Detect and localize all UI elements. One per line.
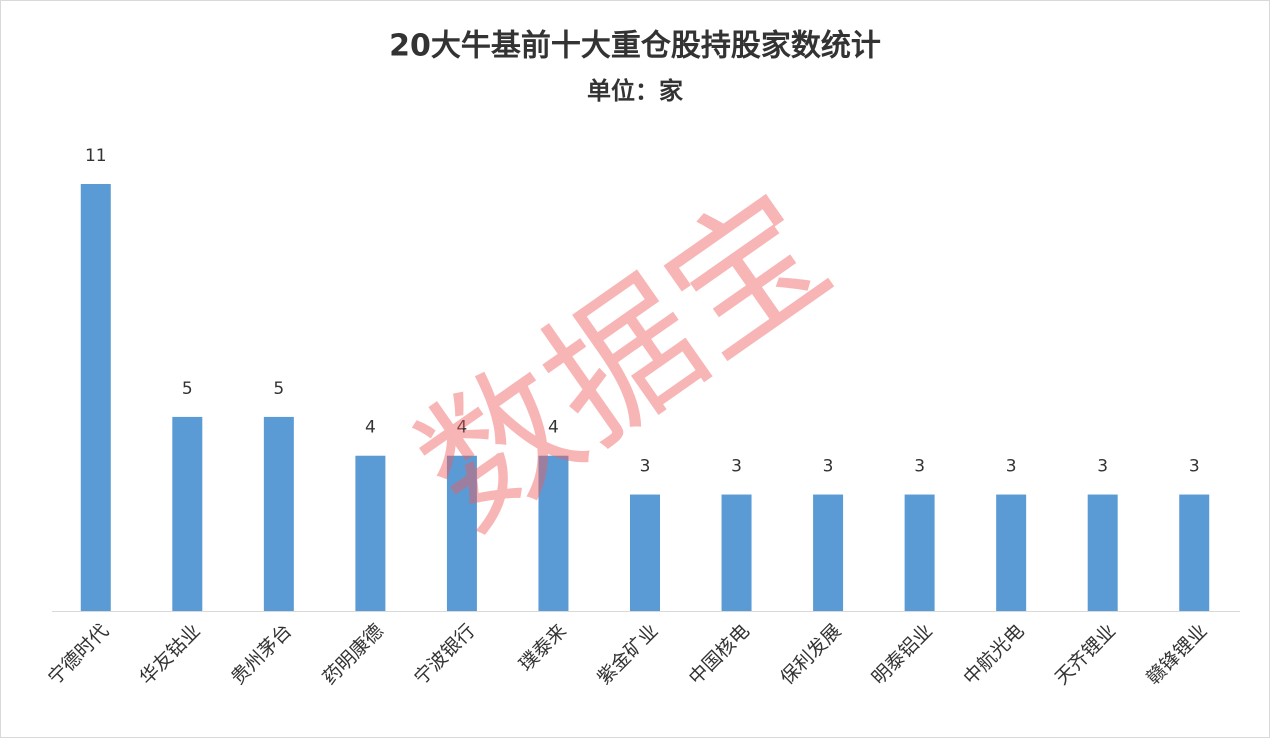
value-label: 3 [640,457,651,477]
bar [996,494,1027,611]
value-label: 4 [365,418,376,438]
value-label: 11 [85,146,107,166]
bar [813,494,844,611]
bar [355,455,386,611]
value-label: 3 [1097,457,1108,477]
value-label: 3 [914,457,925,477]
bar [538,455,569,611]
value-label: 4 [457,418,468,438]
bar [1087,494,1118,611]
chart-subtitle: 单位：家 [587,77,683,105]
bar [80,184,111,611]
value-label: 3 [823,457,834,477]
bar [904,494,935,611]
value-label: 5 [273,379,284,399]
value-label: 3 [1006,457,1017,477]
value-label: 3 [731,457,742,477]
bar [172,416,203,611]
bar [263,416,294,611]
bar [446,455,477,611]
bar [630,494,660,611]
value-label: 3 [1189,457,1200,477]
chart-title: 20大牛基前十大重仓股持股家数统计 [389,29,881,64]
value-label: 5 [182,379,193,399]
bar [1179,494,1210,611]
bar [721,494,752,611]
value-label: 4 [548,418,559,438]
